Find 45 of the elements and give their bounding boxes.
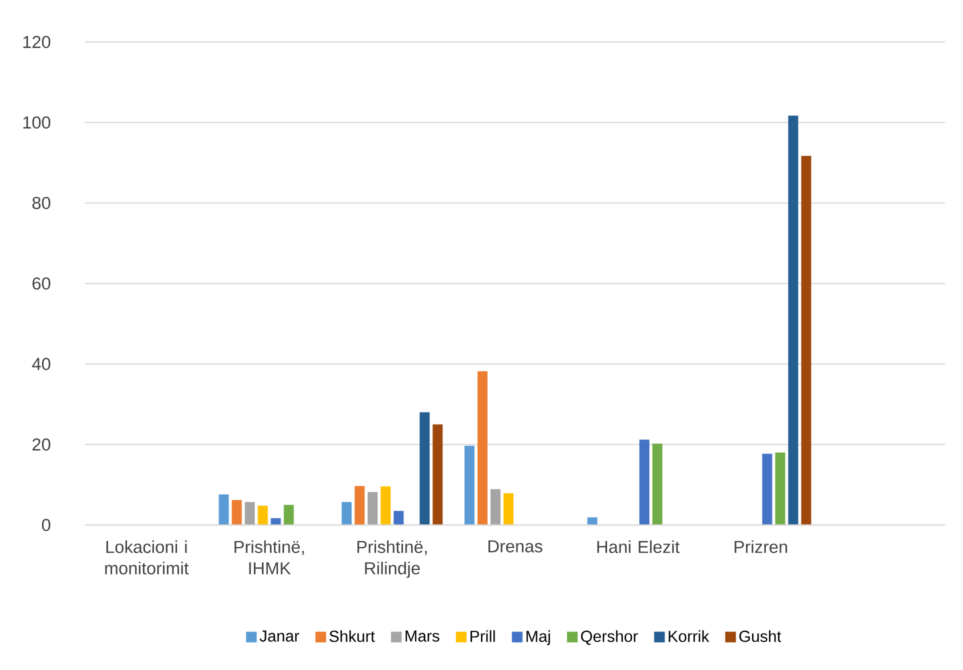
legend-label: Korrik [668, 630, 710, 642]
bar [652, 444, 662, 525]
y-tick-label: 20 [32, 438, 50, 451]
y-tick-label: 40 [32, 358, 50, 370]
y-tick-label: 120 [23, 36, 50, 48]
y-tick-label: 60 [32, 277, 50, 290]
bar [270, 518, 281, 525]
bar [380, 486, 391, 525]
x-tick-label: Prishtinë, Rilindje [357, 540, 427, 578]
bar [788, 116, 798, 525]
bar [284, 504, 294, 525]
legend-label: Prill [470, 630, 495, 642]
legend-label: Mars [406, 630, 440, 642]
bar [368, 492, 378, 525]
bar [244, 502, 255, 525]
bar [394, 510, 404, 525]
bar [432, 424, 443, 525]
x-tick-label: Hani Elezit [597, 540, 680, 554]
bar [258, 506, 268, 525]
bar [232, 500, 242, 525]
legend-label: Maj [526, 630, 550, 646]
y-tick-label: 80 [32, 196, 50, 210]
bar [342, 502, 352, 525]
legend-label: Janar [260, 630, 300, 642]
bar [354, 486, 365, 525]
legend-label: Gusht [739, 630, 782, 642]
legend-label: Qershor [581, 630, 638, 645]
bar [762, 454, 772, 525]
y-tick-label: 100 [23, 116, 50, 129]
x-tick-label: Drenas [488, 540, 542, 552]
bar [218, 494, 229, 525]
bar [587, 517, 598, 525]
bar [464, 446, 475, 525]
x-tick-label: Prishtinë, IHMK [234, 540, 304, 574]
y-tick-label: 0 [42, 518, 50, 532]
bar [490, 489, 500, 525]
bar [504, 493, 514, 525]
bar [775, 452, 786, 525]
bar [801, 156, 812, 525]
x-tick-label: Lokacioni i monitorimit [105, 540, 189, 574]
legend-label: Shkurt [329, 630, 375, 642]
bar [420, 412, 430, 525]
x-tick-label: Prizren [734, 540, 788, 554]
bar [478, 371, 488, 525]
bar [639, 440, 650, 525]
